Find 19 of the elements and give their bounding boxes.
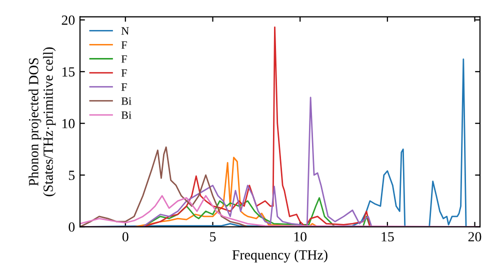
y-tick-label: 10 — [62, 118, 75, 128]
legend-label: F — [121, 41, 127, 49]
y-tick-label: 20 — [62, 15, 75, 25]
x-tick-label: 5 — [210, 232, 216, 242]
legend-label: F — [121, 69, 127, 77]
legend-label: F — [121, 55, 127, 63]
y-tick-label: 5 — [69, 170, 75, 180]
legend-label: N — [121, 27, 129, 35]
legend-label: Bi — [121, 111, 132, 119]
x-tick-label: 20 — [468, 232, 482, 242]
legend-label: Bi — [121, 97, 132, 105]
y-tick-label: 15 — [62, 67, 75, 77]
legend-label: F — [121, 83, 127, 91]
x-axis-title: Frequency (THz) — [232, 250, 328, 262]
y-axis-title: Phonon projected DOS (States/THz·primitive cell) — [28, 47, 56, 196]
x-tick-label: 0 — [122, 232, 128, 242]
y-tick-label: 0 — [68, 222, 75, 232]
x-tick-label: 10 — [294, 232, 306, 242]
x-tick-label: 15 — [382, 232, 394, 242]
